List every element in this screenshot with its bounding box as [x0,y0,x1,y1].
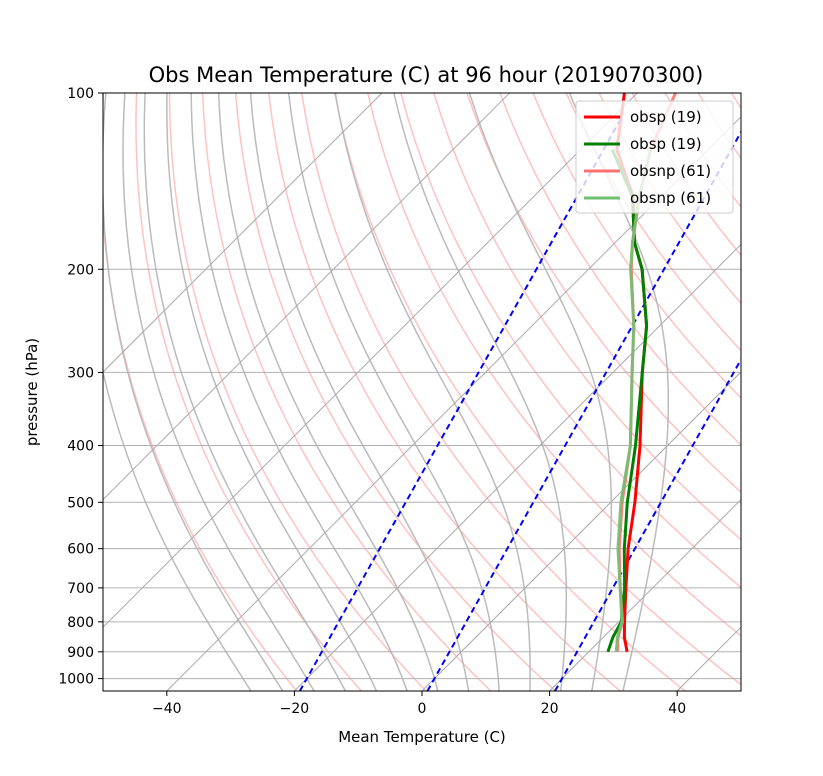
dry-adiabat [400,93,741,589]
isotherm-line [549,498,741,691]
dry-adiabat [499,93,741,447]
legend-label: obsnp (61) [630,162,711,180]
mixing-ratio-line [554,357,741,691]
legend-label: obsnp (61) [630,189,711,207]
y-tick-label: 1000 [58,672,94,688]
y-axis-label: pressure (hPa) [23,338,41,446]
y-tick-label: 200 [67,262,94,278]
moist-adiabat [568,93,670,691]
mixing-ratio-line [426,129,741,691]
legend-label: obsp (19) [630,135,702,153]
mixing-ratio-line [298,116,623,691]
x-axis-label: Mean Temperature (C) [338,728,506,746]
isotherm-line [103,93,383,373]
moist-adiabat [393,93,568,691]
moist-adiabat [468,93,613,691]
moist-adiabat [334,93,531,691]
y-tick-label: 900 [67,645,94,661]
isotherm-line [103,93,510,501]
y-tick-label: 100 [67,86,94,102]
chart-title: Obs Mean Temperature (C) at 96 hour (201… [149,63,704,87]
x-tick-label: 40 [668,701,686,717]
axis-ticks: −40 −20 0 20 40 100 200 300 400 500 600 700 800 900 10… [58,86,686,717]
moist-adiabat [103,93,284,691]
y-tick-label: 600 [67,542,94,558]
dry-adiabat [201,93,492,691]
y-tick-label: 400 [67,439,94,455]
dry-adiabat [532,93,741,399]
dry-adiabat [103,93,298,691]
isotherm-line [294,243,741,691]
dry-adiabat [433,93,741,541]
y-tick-label: 800 [67,615,94,631]
dry-adiabat [797,93,823,691]
moist-adiabat [166,93,378,691]
dry-adiabat [234,93,556,691]
dry-adiabat [300,93,686,691]
x-tick-label: −40 [152,701,182,717]
moist-adiabat [143,93,347,691]
reference-lines [103,93,823,691]
isotherm-line [805,93,823,691]
moist-adiabat [103,369,252,691]
x-tick-label: −20 [280,701,310,717]
moist-adiabat [190,93,408,691]
dry-adiabat [764,93,823,691]
dry-adiabat [267,93,621,691]
y-tick-label: 300 [67,365,94,381]
dry-adiabat [466,93,741,494]
series-line [614,149,653,652]
moist-adiabat [287,93,500,691]
x-tick-label: 20 [541,701,559,717]
legend-box [575,100,734,214]
dry-adiabat [135,93,362,691]
dry-adiabat [730,93,741,110]
isotherm-line [103,93,638,628]
dry-adiabat [565,93,741,352]
x-tick-label: 0 [418,701,427,717]
moist-adiabat [249,93,470,691]
moist-adiabat [217,93,439,691]
isotherm-line [421,371,741,691]
dry-adiabat [168,93,427,691]
y-tick-label: 500 [67,495,94,511]
legend: obsp (19) obsp (19) obsnp (61) obsnp (61) [575,100,734,214]
y-tick-label: 700 [67,581,94,597]
moist-adiabat [122,93,315,691]
legend-label: obsp (19) [630,108,702,126]
